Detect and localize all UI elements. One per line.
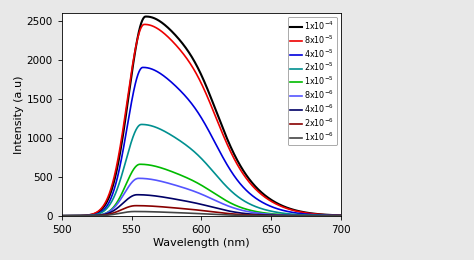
8x10$^{-6}$: [279, 213, 285, 217]
2x10$^{-6}$: [73, 214, 79, 217]
1x10$^{-5}$: [137, 163, 143, 166]
Line: 4x10$^{-5}$: 4x10$^{-5}$: [62, 67, 341, 216]
Line: 2x10$^{-5}$: 2x10$^{-5}$: [62, 125, 341, 216]
2x10$^{-5}$: [139, 123, 145, 126]
Line: 1x10$^{-5}$: 1x10$^{-5}$: [62, 164, 341, 216]
4x10$^{-6}$: [188, 200, 193, 204]
2x10$^{-5}$: [338, 214, 344, 217]
X-axis label: Wavelength (nm): Wavelength (nm): [153, 238, 250, 248]
8x10$^{-5}$: [330, 214, 336, 217]
1x10$^{-5}$: [188, 178, 193, 181]
Legend: 1x10$^{-4}$, 8x10$^{-5}$, 4x10$^{-5}$, 2x10$^{-5}$, 1x10$^{-5}$, 8x10$^{-6}$, 4x: 1x10$^{-4}$, 8x10$^{-5}$, 4x10$^{-5}$, 2…: [288, 17, 337, 146]
Y-axis label: Intensity (a.u): Intensity (a.u): [14, 75, 24, 154]
Line: 2x10$^{-6}$: 2x10$^{-6}$: [62, 206, 341, 216]
8x10$^{-5}$: [195, 75, 201, 78]
1x10$^{-6}$: [59, 214, 64, 217]
1x10$^{-6}$: [338, 214, 344, 217]
4x10$^{-6}$: [279, 214, 285, 217]
1x10$^{-6}$: [279, 214, 285, 217]
2x10$^{-5}$: [195, 153, 201, 157]
Line: 1x10$^{-6}$: 1x10$^{-6}$: [62, 211, 341, 216]
2x10$^{-6}$: [188, 208, 193, 211]
1x10$^{-5}$: [73, 214, 79, 217]
4x10$^{-5}$: [195, 110, 201, 114]
4x10$^{-6}$: [195, 202, 201, 205]
1x10$^{-4}$: [195, 66, 201, 69]
1x10$^{-4}$: [279, 204, 285, 207]
2x10$^{-6}$: [338, 214, 344, 217]
8x10$^{-5}$: [59, 214, 64, 217]
8x10$^{-6}$: [188, 188, 193, 192]
8x10$^{-6}$: [136, 177, 142, 180]
1x10$^{-6}$: [132, 210, 137, 213]
4x10$^{-6}$: [59, 214, 64, 217]
4x10$^{-5}$: [330, 214, 336, 217]
8x10$^{-6}$: [73, 214, 79, 217]
8x10$^{-5}$: [330, 214, 336, 217]
8x10$^{-6}$: [330, 214, 336, 217]
4x10$^{-6}$: [338, 214, 344, 217]
4x10$^{-5}$: [279, 209, 285, 212]
8x10$^{-6}$: [338, 214, 344, 217]
2x10$^{-5}$: [188, 147, 193, 150]
2x10$^{-5}$: [330, 214, 336, 217]
2x10$^{-5}$: [73, 214, 79, 217]
2x10$^{-6}$: [133, 204, 139, 207]
2x10$^{-6}$: [330, 214, 336, 217]
2x10$^{-6}$: [195, 209, 201, 212]
Line: 8x10$^{-6}$: 8x10$^{-6}$: [62, 178, 341, 216]
8x10$^{-6}$: [330, 214, 336, 217]
1x10$^{-4}$: [338, 214, 344, 217]
1x10$^{-5}$: [330, 214, 336, 217]
1x10$^{-4}$: [330, 213, 336, 217]
1x10$^{-4}$: [59, 214, 64, 217]
4x10$^{-5}$: [338, 214, 344, 217]
1x10$^{-6}$: [330, 214, 336, 217]
2x10$^{-5}$: [279, 211, 285, 214]
2x10$^{-6}$: [279, 214, 285, 217]
8x10$^{-5}$: [279, 205, 285, 208]
8x10$^{-5}$: [338, 214, 344, 217]
1x10$^{-4}$: [73, 214, 79, 217]
4x10$^{-5}$: [330, 214, 336, 217]
1x10$^{-6}$: [73, 214, 79, 217]
1x10$^{-6}$: [330, 214, 336, 217]
1x10$^{-5}$: [338, 214, 344, 217]
1x10$^{-4}$: [330, 213, 336, 217]
Line: 1x10$^{-4}$: 1x10$^{-4}$: [62, 17, 341, 216]
4x10$^{-5}$: [59, 214, 64, 217]
4x10$^{-6}$: [330, 214, 336, 217]
2x10$^{-6}$: [330, 214, 336, 217]
8x10$^{-5}$: [188, 62, 193, 65]
Line: 8x10$^{-5}$: 8x10$^{-5}$: [62, 24, 341, 216]
8x10$^{-5}$: [73, 214, 79, 217]
4x10$^{-6}$: [73, 214, 79, 217]
4x10$^{-5}$: [188, 100, 193, 103]
Line: 4x10$^{-6}$: 4x10$^{-6}$: [62, 195, 341, 216]
8x10$^{-6}$: [59, 214, 64, 217]
1x10$^{-5}$: [59, 214, 64, 217]
1x10$^{-5}$: [279, 213, 285, 216]
4x10$^{-6}$: [135, 193, 140, 196]
4x10$^{-5}$: [73, 214, 79, 217]
1x10$^{-5}$: [330, 214, 336, 217]
1x10$^{-6}$: [188, 212, 193, 215]
1x10$^{-6}$: [195, 212, 201, 215]
1x10$^{-4}$: [144, 15, 149, 18]
2x10$^{-5}$: [330, 214, 336, 217]
1x10$^{-5}$: [195, 182, 201, 185]
2x10$^{-6}$: [59, 214, 64, 217]
4x10$^{-5}$: [140, 66, 146, 69]
2x10$^{-5}$: [59, 214, 64, 217]
8x10$^{-6}$: [195, 191, 201, 194]
4x10$^{-6}$: [330, 214, 336, 217]
8x10$^{-5}$: [142, 23, 148, 26]
1x10$^{-4}$: [188, 53, 193, 56]
